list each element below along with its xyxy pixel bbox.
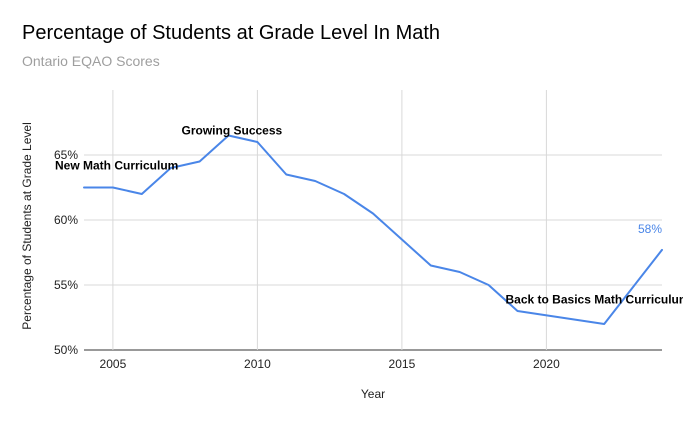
x-tick-label: 2005 (100, 357, 127, 371)
data-point (198, 160, 201, 163)
y-tick-label: 65% (54, 148, 78, 162)
data-point (400, 238, 403, 241)
data-point (661, 248, 664, 251)
y-tick-label: 60% (54, 213, 78, 227)
annotation-label: Growing Success (182, 123, 283, 137)
data-point (372, 212, 375, 215)
y-tick-label: 55% (54, 278, 78, 292)
grid-lines (84, 90, 662, 351)
x-axis-title: Year (361, 387, 385, 401)
data-point (516, 310, 519, 313)
x-tick-label: 2010 (244, 357, 271, 371)
data-point (603, 323, 606, 326)
data-point (458, 271, 461, 274)
data-point (487, 284, 490, 287)
annotation-label: Back to Basics Math Curriculum (506, 292, 683, 306)
annotations: New Math Curriculum Growing Success Back t… (55, 123, 683, 306)
series-line (83, 134, 663, 325)
data-point (256, 141, 259, 144)
data-point (111, 186, 114, 189)
data-label: 58% (638, 222, 662, 236)
data-point (429, 264, 432, 267)
data-point (140, 193, 143, 196)
y-axis-title: Percentage of Students at Grade Level (20, 122, 34, 329)
annotation-label: New Math Curriculum (55, 158, 178, 172)
x-tick-label: 2015 (389, 357, 416, 371)
chart-subtitle: Ontario EQAO Scores (22, 53, 160, 69)
x-tick-label: 2020 (533, 357, 560, 371)
y-tick-label: 50% (54, 343, 78, 357)
data-point (343, 193, 346, 196)
data-point (314, 180, 317, 183)
series-group (83, 134, 664, 326)
data-point (83, 186, 86, 189)
data-point (285, 173, 288, 176)
axis-ticks: 50% 55% 60% 65% 2005 2010 2015 2020 (54, 148, 560, 371)
chart-title: Percentage of Students at Grade Level In… (22, 22, 440, 44)
